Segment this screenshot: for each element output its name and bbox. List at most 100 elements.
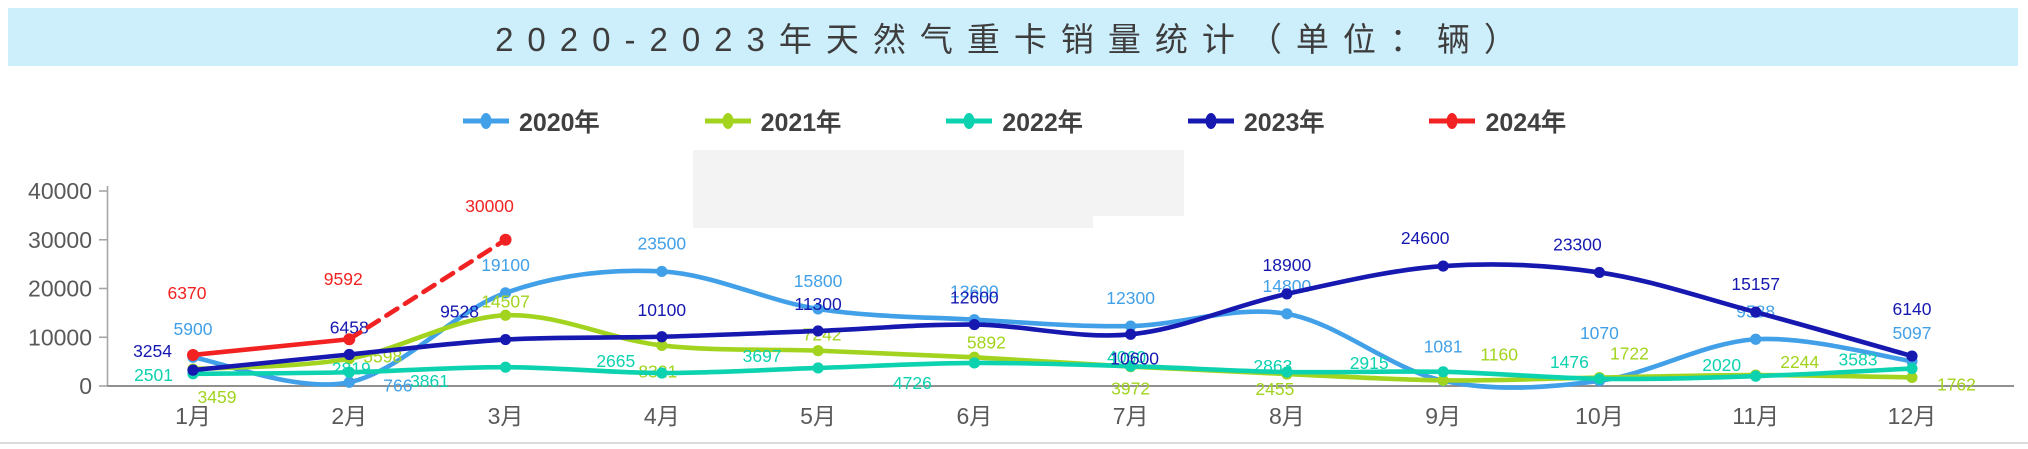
data-label: 2915 [1350,353,1389,373]
data-label: 24600 [1401,228,1450,248]
data-point [499,361,512,373]
data-label: 3697 [743,346,782,366]
data-label: 3254 [133,341,172,361]
data-point [1750,333,1762,345]
x-axis-label: 6月 [956,403,992,429]
legend-item-2022年[interactable]: 2022年 [945,103,1083,139]
data-point [1437,374,1449,386]
data-label: 2819 [332,358,371,378]
data-point [1437,260,1449,272]
legend-item-2024年[interactable]: 2024年 [1428,103,1566,139]
y-axis-label: 30000 [28,227,92,253]
data-label: 4060 [1107,347,1146,367]
data-label: 1070 [1580,323,1619,343]
data-label: 1081 [1424,337,1463,357]
data-label: 2455 [1255,379,1294,399]
data-label: 1160 [1480,344,1518,364]
x-axis-label: 3月 [488,403,524,429]
data-point [1906,350,1918,362]
data-point [1906,371,1918,384]
data-point [343,376,355,388]
x-axis-label: 10月 [1575,403,1624,429]
data-label: 2020 [1702,355,1741,375]
data-label: 1476 [1550,352,1589,372]
bottom-divider [0,442,2028,444]
data-point [343,348,355,361]
data-label: 3861 [410,371,449,391]
x-axis-label: 8月 [1269,403,1305,429]
data-label: 5097 [1893,323,1932,343]
data-point [1437,366,1449,378]
data-label: 18900 [1263,255,1312,275]
data-point [187,364,199,376]
data-label: 10600 [1110,348,1159,368]
data-point [1125,328,1137,340]
data-point [1281,288,1293,300]
legend-item-2023年[interactable]: 2023年 [1187,103,1324,139]
data-label: 13600 [950,282,999,302]
data-point [1750,306,1762,318]
data-label: 23300 [1553,234,1602,254]
data-point [343,333,356,346]
legend-line-marker-icon [1429,113,1476,129]
data-point [1593,373,1606,385]
data-label: 23500 [637,233,686,253]
chart-legend: 2020年 2021年 2022年 2023年 2024年 [0,103,2028,139]
data-point [1281,308,1293,320]
data-label: 30000 [465,196,514,216]
series-line-2023年 [190,262,1915,373]
data-label: 2501 [134,365,173,385]
x-axis-label: 1月 [175,403,211,429]
series-line-forecast-2024年 [346,237,508,342]
y-axis-label: 0 [79,373,92,399]
legend-line-marker-icon [946,113,993,129]
x-axis-label: 4月 [644,403,680,429]
data-label: 5900 [174,319,213,339]
data-point [968,357,980,369]
data-point [812,362,824,374]
data-label: 6140 [1893,299,1932,319]
data-label: 5892 [967,332,1006,352]
data-label: 6370 [168,283,207,303]
x-axis-label: 5月 [800,403,836,429]
y-axis-label: 40000 [28,178,92,204]
data-label: 1722 [1610,344,1649,364]
legend-item-2020年[interactable]: 2020年 [462,103,600,139]
data-point [1281,366,1293,378]
data-label: 12600 [950,288,999,308]
data-point [187,348,199,361]
data-label: 9528 [440,302,479,322]
data-point [656,265,668,278]
data-label: 2863 [1253,356,1292,376]
data-label: 4726 [893,373,932,393]
data-label: 14507 [481,291,530,311]
legend-line-marker-icon [704,113,751,129]
data-label: 2244 [1780,352,1819,372]
data-point [812,303,824,315]
data-label: 3583 [1839,350,1878,370]
legend-label: 2020年 [518,109,600,137]
legend-item-2021年[interactable]: 2021年 [704,103,842,139]
data-point [812,345,824,357]
data-point [499,333,512,346]
y-axis-label: 20000 [28,276,92,302]
data-point [656,339,668,352]
legend-label: 2021年 [760,109,842,137]
x-axis-label: 9月 [1425,403,1461,429]
data-label: 12300 [1106,288,1155,308]
y-axis-label: 10000 [28,324,92,350]
data-label: 9592 [324,269,363,289]
legend-line-marker-icon [462,113,509,129]
data-point [1593,266,1606,279]
data-label: 11300 [794,294,842,314]
chart-title: 2020-2023年天然气重卡销量统计（单位：辆） [495,21,1531,58]
data-label: 10100 [637,300,686,320]
series-line-2022年 [190,360,1915,382]
data-point [812,325,824,337]
data-label: 19100 [481,255,530,275]
data-point [499,309,512,321]
legend-label: 2024年 [1485,109,1567,137]
data-point [343,366,355,378]
x-axis-label: 7月 [1113,403,1149,429]
